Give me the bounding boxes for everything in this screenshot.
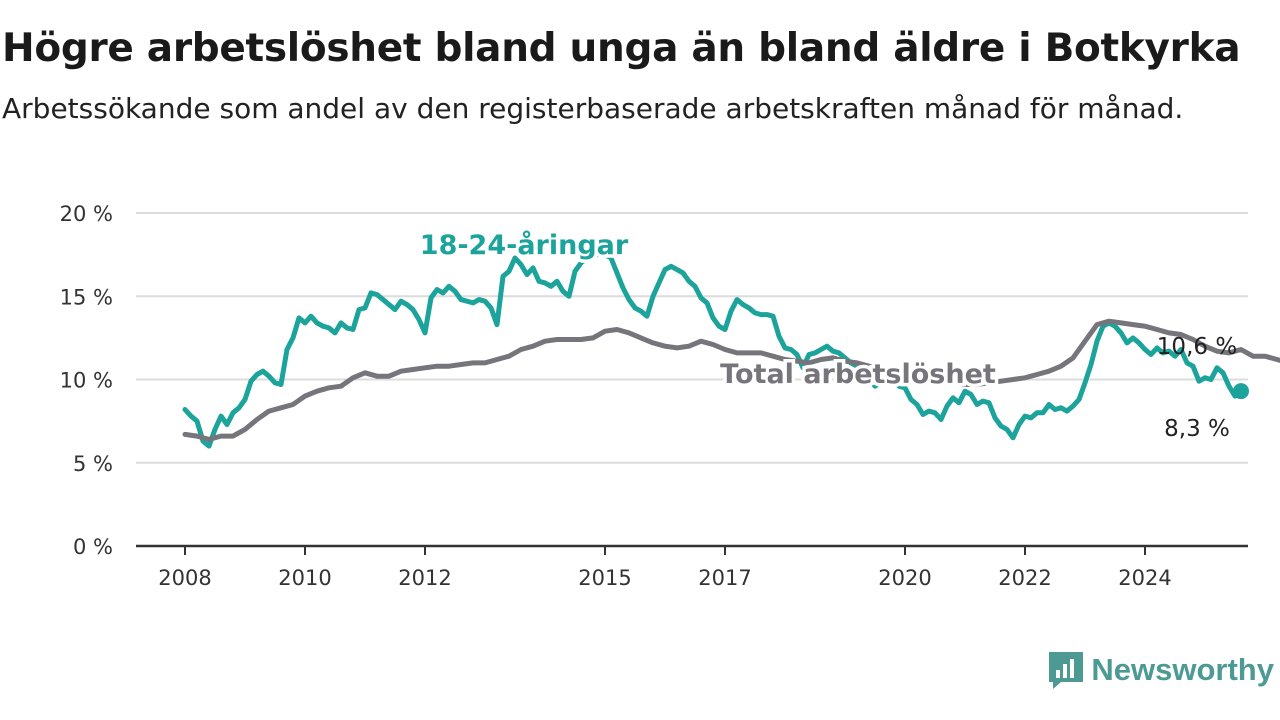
newsworthy-logo-icon — [1049, 652, 1084, 689]
y-tick-label: 15 % — [60, 285, 113, 309]
series-line-1 — [182, 318, 1280, 442]
y-tick-label: 20 % — [60, 202, 113, 226]
x-tick-label: 2024 — [1118, 566, 1171, 590]
gridlines — [136, 212, 1248, 464]
chart-subtitle: Arbetssökande som andel av den registerb… — [2, 92, 1184, 125]
x-tick-label: 2017 — [698, 566, 751, 590]
y-axis-ticks: 0 % 5 % 10 % 15 % 20 % — [60, 202, 113, 559]
x-tick-label: 2022 — [998, 566, 1051, 590]
x-tick-label: 2020 — [878, 566, 931, 590]
y-tick-label: 10 % — [60, 369, 113, 393]
y-tick-label: 0 % — [73, 535, 113, 559]
x-tick-label: 2012 — [398, 566, 451, 590]
x-tick-label: 2015 — [578, 566, 631, 590]
series-line-0 — [182, 252, 1244, 449]
x-tick-label: 2010 — [278, 566, 331, 590]
x-tick-label: 2008 — [158, 566, 211, 590]
end-label-total: 10,6 % — [1157, 334, 1237, 360]
series-label-youth: 18-24-åringar — [420, 229, 629, 261]
brand-name: Newsworthy — [1091, 652, 1274, 687]
end-label-youth: 8,3 % — [1164, 416, 1230, 442]
x-axis: 2008 2010 2012 2015 2017 2020 2022 2024 — [136, 544, 1248, 590]
series-end-dot — [1233, 383, 1249, 400]
y-tick-label: 5 % — [73, 452, 113, 476]
series-labels: 18-24-åringar Total arbetslöshet 10,6 % 8,3… — [416, 226, 1237, 443]
brand-logo: Newsworthy — [1047, 650, 1274, 690]
series-lines — [182, 252, 1280, 449]
chart-title: Högre arbetslöshet bland unga än bland ä… — [2, 26, 1241, 71]
series-label-total: Total arbetslöshet — [720, 359, 996, 390]
